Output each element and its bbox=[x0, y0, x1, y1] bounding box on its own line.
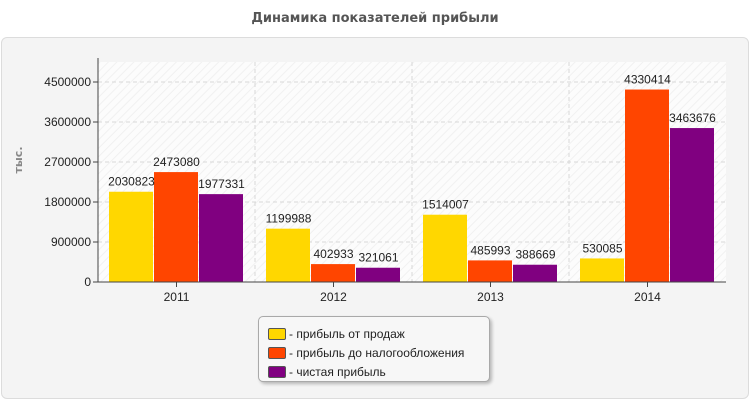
data-label: 530085 bbox=[582, 241, 622, 255]
y-tick-label: 0 bbox=[84, 275, 91, 289]
y-tick-label: 1800000 bbox=[44, 195, 91, 209]
data-label: 388669 bbox=[515, 248, 555, 262]
y-tick-label: 4500000 bbox=[44, 75, 91, 89]
data-label: 485993 bbox=[470, 243, 510, 257]
legend-label: прибыль от продаж bbox=[289, 327, 405, 341]
data-label: 2030823 bbox=[108, 175, 155, 189]
data-label: 321061 bbox=[358, 251, 398, 265]
data-labels: 2030823 2473080 1977331 1199988 402933 321061… bbox=[108, 73, 716, 265]
axes: 0 900000 1800000 2700000 3600000 4500000 2011 2… bbox=[44, 58, 726, 304]
x-tick-label: 2011 bbox=[164, 290, 190, 304]
legend-item-net-profit: чистая прибыль bbox=[268, 362, 489, 381]
data-label: 402933 bbox=[313, 247, 353, 261]
chart-title: Динамика показателей прибыли bbox=[251, 11, 499, 26]
data-label: 3463676 bbox=[669, 111, 716, 125]
legend-item-sales-profit: прибыль от продаж bbox=[268, 324, 489, 343]
y-tick-label: 3600000 bbox=[44, 115, 91, 129]
bar bbox=[580, 258, 624, 282]
data-label: 4330414 bbox=[624, 73, 671, 87]
legend-label: прибыль до налогообложения bbox=[289, 346, 464, 360]
bar bbox=[625, 89, 669, 282]
data-label: 1977331 bbox=[198, 177, 245, 191]
data-label: 2473080 bbox=[153, 155, 200, 169]
bar bbox=[423, 214, 467, 282]
bar bbox=[468, 260, 512, 282]
bar bbox=[154, 172, 198, 282]
legend-label: чистая прибыль bbox=[289, 365, 385, 379]
y-tick-label: 2700000 bbox=[44, 155, 91, 169]
bar bbox=[266, 228, 310, 282]
bars bbox=[109, 89, 714, 282]
bar bbox=[513, 264, 557, 282]
data-label: 1514007 bbox=[422, 198, 469, 212]
y-tick-label: 900000 bbox=[51, 235, 91, 249]
legend-swatch bbox=[268, 327, 286, 340]
legend-item-pretax-profit: прибыль до налогообложения bbox=[268, 343, 489, 362]
bar bbox=[311, 264, 355, 282]
bar bbox=[109, 191, 153, 282]
bar bbox=[670, 128, 714, 282]
x-tick-label: 2012 bbox=[320, 290, 347, 304]
bar bbox=[356, 267, 400, 282]
legend: прибыль от продаж прибыль до налогооблож… bbox=[258, 316, 490, 382]
bar bbox=[199, 194, 243, 282]
data-label: 1199988 bbox=[266, 212, 312, 226]
x-tick-label: 2013 bbox=[477, 290, 504, 304]
x-tick-label: 2014 bbox=[634, 290, 661, 304]
y-axis-label: тыс. bbox=[12, 146, 25, 173]
legend-swatch bbox=[268, 346, 286, 359]
legend-swatch bbox=[268, 365, 286, 378]
grid-lines bbox=[98, 62, 726, 282]
